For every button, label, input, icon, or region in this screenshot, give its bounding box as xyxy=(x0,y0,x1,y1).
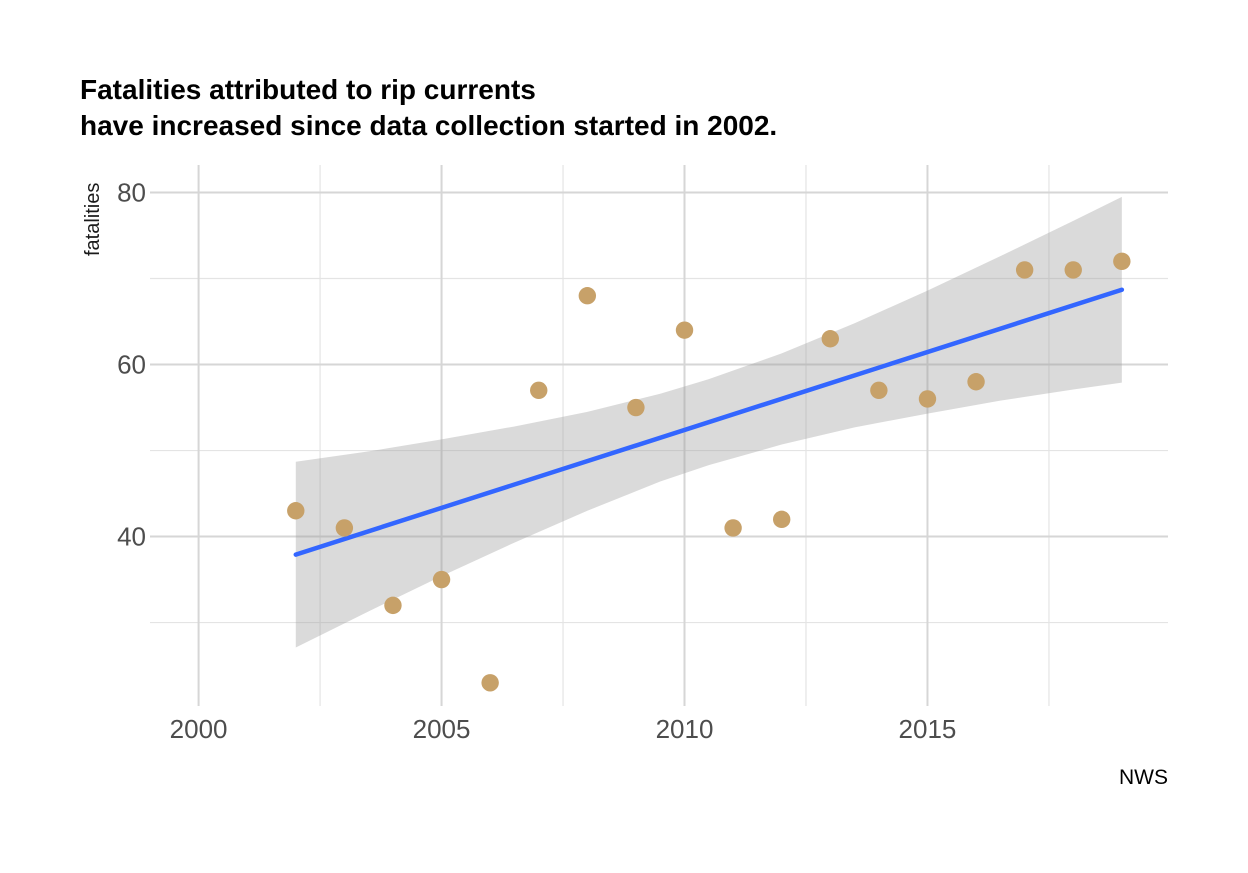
x-tick-label: 2010 xyxy=(656,714,714,744)
data-point xyxy=(287,502,305,520)
data-point xyxy=(1064,261,1082,279)
data-point xyxy=(918,390,937,408)
data-point xyxy=(335,519,354,537)
data-point xyxy=(967,373,985,391)
y-tick-label: 40 xyxy=(117,522,146,552)
data-point xyxy=(578,287,597,305)
data-point xyxy=(772,510,791,529)
data-point xyxy=(1113,252,1131,271)
y-tick-label: 60 xyxy=(117,350,146,380)
data-point xyxy=(821,330,839,348)
data-point xyxy=(384,596,402,615)
y-tick-label: 80 xyxy=(117,178,146,208)
x-tick-label: 2015 xyxy=(899,714,957,744)
data-point xyxy=(1015,261,1034,279)
data-point xyxy=(870,381,888,400)
x-tick-label: 2005 xyxy=(413,714,471,744)
data-point xyxy=(724,519,742,537)
data-point xyxy=(627,398,645,417)
trend-line xyxy=(293,287,1125,557)
caption: NWS xyxy=(1119,766,1168,789)
chart-title: Fatalities attributed to rip currents ha… xyxy=(80,74,778,141)
data-point xyxy=(432,570,451,589)
data-point xyxy=(481,674,499,692)
data-point xyxy=(530,381,548,400)
x-tick-label: 2000 xyxy=(170,714,228,744)
data-point xyxy=(675,321,694,339)
